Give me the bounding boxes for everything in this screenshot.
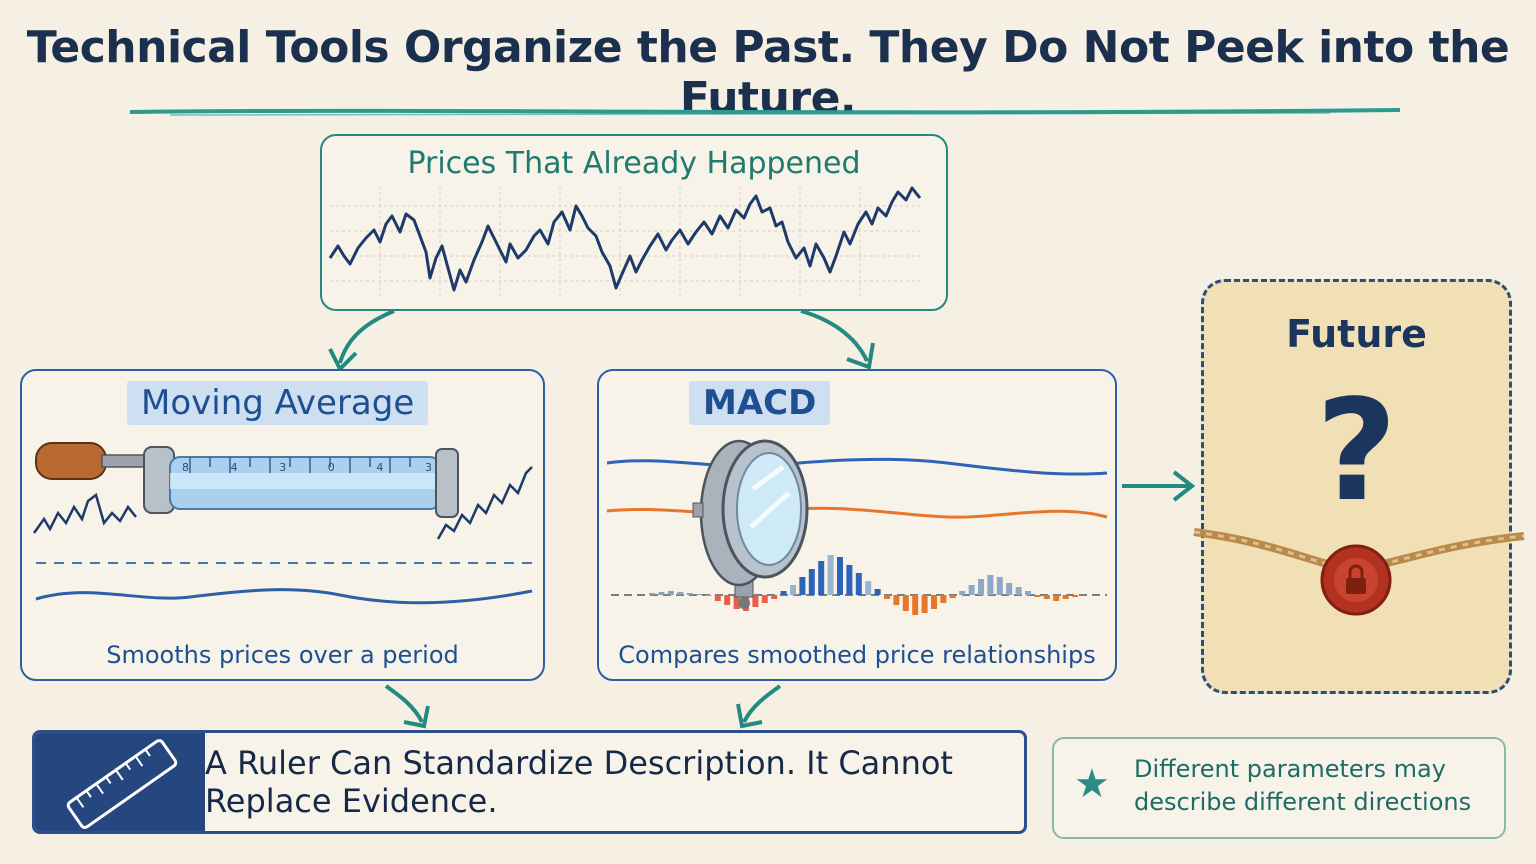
parameters-note: Different parameters may describe differ… xyxy=(1134,753,1494,819)
macd-histogram-bar xyxy=(799,577,806,595)
future-label: Future xyxy=(1286,312,1427,356)
macd-histogram-bar xyxy=(865,581,872,595)
rolling-ruler-icon: 8 4 3 0 4 3 xyxy=(35,442,459,518)
macd-histogram-bar xyxy=(1015,587,1022,595)
past-prices-panel: Prices That Already Happened xyxy=(320,134,948,311)
ruler-statement: A Ruler Can Standardize Description. It … xyxy=(205,744,953,820)
macd-histogram-bar xyxy=(658,592,665,595)
macd-histogram-bar xyxy=(931,595,937,609)
past-prices-label: Prices That Already Happened xyxy=(407,146,861,181)
future-panel: Future ? xyxy=(1193,279,1525,694)
title-underline xyxy=(129,108,1401,116)
macd-illustration xyxy=(606,439,1108,615)
arrow-past-to-ma xyxy=(328,309,395,373)
moving-average-caption: Smooths prices over a period xyxy=(106,641,459,669)
macd-histogram-bar xyxy=(921,595,928,613)
arrow-macd-to-ruler xyxy=(736,684,782,729)
ruler-statement-panel: A Ruler Can Standardize Description. It … xyxy=(32,730,1027,834)
note-line-2: describe different directions xyxy=(1134,788,1472,816)
magnifying-glass-icon xyxy=(692,439,809,609)
macd-histogram-bar xyxy=(912,595,919,615)
moving-average-panel: Moving Average 8 4 3 0 4 3 Smooths price… xyxy=(20,369,545,681)
macd-histogram-bar xyxy=(968,585,975,595)
macd-histogram-bar xyxy=(1072,595,1078,597)
macd-caption: Compares smoothed price relationships xyxy=(618,641,1096,669)
macd-histogram-bar xyxy=(1062,595,1069,599)
question-mark: ? xyxy=(1315,370,1398,533)
macd-histogram-bar xyxy=(1053,595,1060,601)
macd-histogram-bar xyxy=(959,591,966,595)
macd-histogram-bar xyxy=(1043,595,1050,599)
page-title: Technical Tools Organize the Past. They … xyxy=(26,22,1510,124)
macd-tag: MACD xyxy=(689,381,831,425)
macd-histogram-bar xyxy=(771,595,778,599)
macd-histogram-bar xyxy=(667,591,674,595)
wax-seal-lock-icon xyxy=(1320,544,1392,616)
macd-histogram-bar xyxy=(1006,583,1013,595)
macd-histogram-bar xyxy=(827,555,834,595)
macd-histogram-bar xyxy=(846,565,853,595)
macd-histogram-bar xyxy=(987,575,994,595)
macd-histogram xyxy=(649,555,1078,615)
macd-histogram-bar xyxy=(686,593,693,595)
parameters-note-panel: ★ Different parameters may describe diff… xyxy=(1052,737,1506,839)
macd-histogram-bar xyxy=(837,557,843,595)
moving-average-illustration: 8 4 3 0 4 3 xyxy=(32,442,535,605)
moving-average-tag: Moving Average xyxy=(127,381,429,425)
macd-histogram-bar xyxy=(818,561,825,595)
macd-histogram-bar xyxy=(874,589,881,595)
macd-histogram-bar xyxy=(752,595,759,607)
arrow-ma-to-ruler xyxy=(384,684,430,729)
macd-histogram-bar xyxy=(761,595,768,603)
macd-histogram-bar xyxy=(996,577,1003,595)
macd-histogram-bar xyxy=(1034,595,1041,597)
macd-histogram-bar xyxy=(780,591,787,595)
macd-panel: MACD Compares smoothed price relationshi… xyxy=(597,369,1117,681)
macd-histogram-bar xyxy=(940,595,947,603)
arrow-macd-to-future xyxy=(1122,470,1196,502)
arrow-past-to-macd xyxy=(800,309,875,370)
macd-histogram-bar xyxy=(705,595,712,596)
macd-histogram-bar xyxy=(808,569,815,595)
macd-histogram-bar xyxy=(893,595,900,605)
note-line-1: Different parameters may xyxy=(1134,755,1446,783)
ruler-icon xyxy=(66,739,178,829)
macd-histogram-bar xyxy=(949,595,956,598)
macd-histogram-bar xyxy=(696,594,702,595)
macd-histogram-bar xyxy=(790,585,796,595)
rope-and-seal xyxy=(1193,528,1525,616)
macd-histogram-bar xyxy=(1025,591,1031,595)
macd-histogram-bar xyxy=(649,593,655,595)
macd-histogram-bar xyxy=(724,595,731,605)
macd-histogram-bar xyxy=(855,573,862,595)
star-icon: ★ xyxy=(1074,761,1110,807)
macd-histogram-bar xyxy=(978,579,984,595)
macd-histogram-bar xyxy=(733,595,740,609)
ruler-swatch xyxy=(35,733,205,831)
past-price-chart xyxy=(328,186,922,296)
macd-histogram-bar xyxy=(902,595,909,611)
macd-histogram-bar xyxy=(884,595,890,599)
macd-histogram-bar xyxy=(714,595,721,601)
macd-histogram-bar xyxy=(677,592,684,595)
